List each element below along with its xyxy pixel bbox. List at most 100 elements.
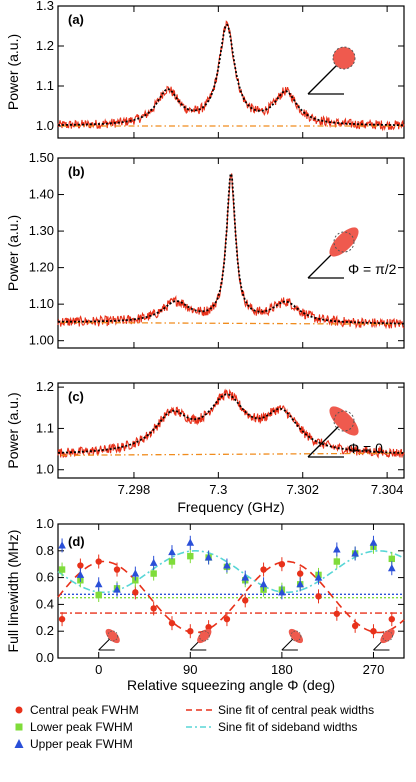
y-tick-label: 1.40 [29,187,54,202]
x-tick-label: 7.3 [209,482,227,497]
legend-marker [15,706,23,714]
y-tick-label: 1.3 [36,0,54,13]
panel-b: 1.00 1.10 1.20 1.30 1.40 1.50 Power (a.u.) (b) Φ… [5,150,405,349]
y-tick-label: 1.20 [29,260,54,275]
data-point [113,566,121,573]
inset-state [332,46,356,70]
data-point [150,605,157,612]
data-point [58,541,66,549]
fit-curve [57,23,404,127]
data-point [223,615,231,623]
inset-phase-space: Φ = π/2 [307,227,397,279]
inset-icon [281,628,303,651]
data-point [58,566,66,573]
fit-curve [58,393,405,454]
legend-marker [15,723,23,731]
data-point [388,555,395,563]
y-axis-label: Power (a.u.) [5,392,21,468]
data-trace [57,173,405,330]
inset-icon [189,628,212,651]
y-tick-label: 0.0 [36,650,54,665]
fit-curve [58,171,404,325]
x-tick-label: 90 [183,662,197,677]
background-line [60,321,402,325]
panel-a: 1.0 1.1 1.2 1.3 Power (a.u.) (a) [5,0,405,139]
inset-state [329,227,359,257]
sine-fit-line [57,549,405,594]
y-tick-label: 0.6 [36,570,54,585]
inset-annotation: Φ = π/2 [348,261,397,277]
y-tick-label: 1.10 [29,296,54,311]
y-tick-label: 1.0 [36,516,54,531]
legend-label: Lower peak FWHM [30,720,133,734]
y-tick-label: 1.0 [36,118,54,133]
data-point [186,538,195,546]
sine-fit-line [57,560,405,634]
data-point [297,570,304,577]
data-point [168,558,176,565]
panel-label: (d) [68,534,85,549]
data-point [333,610,341,617]
legend-item: Lower peak FWHM [15,720,133,734]
data-point [150,570,157,577]
inset-vacuum [382,630,393,642]
x-tick-label: 7.298 [118,482,151,497]
data-point [351,622,359,630]
data-point [369,538,378,546]
background-line [60,452,402,456]
y-tick-label: 1.00 [29,333,54,348]
x-tick-label: 0 [95,662,102,677]
inset-icon [98,628,120,651]
y-tick-label: 1.2 [36,38,54,53]
inset-vacuum [333,410,355,432]
y-tick-label: 1.50 [29,150,54,165]
panel-label: (a) [68,12,84,27]
data-point [278,588,286,596]
legend-label: Sine fit of central peak widths [218,703,374,717]
data-point [187,552,194,560]
y-tick-label: 0.4 [36,596,54,611]
data-point [168,619,176,627]
y-tick-label: 0.2 [36,623,54,638]
data-point [315,593,322,600]
inset-phase-space: Φ = 0 [307,406,383,458]
inset-phase-space [307,46,356,95]
y-tick-label: 1.2 [36,379,54,394]
legend-item: Sine fit of sideband widths [186,720,357,734]
panel-label: (c) [68,389,84,404]
data-trace [57,20,405,132]
y-axis-label: Power (a.u.) [5,215,21,291]
legend-item: Upper peak FWHM [14,737,133,751]
inset-vacuum [107,630,119,642]
legend-label: Upper peak FWHM [30,737,133,751]
data-point [94,580,103,588]
plot-frame [57,382,405,479]
data-point [95,591,102,599]
data-point [387,564,396,572]
legend-label: Central peak FWHM [30,703,139,717]
data-point [370,628,377,635]
data-point [333,558,341,565]
y-tick-label: 1.1 [36,78,54,93]
x-tick-label: 7.302 [286,482,319,497]
data-point [77,562,84,569]
data-point [187,628,194,635]
data-point [204,553,213,561]
y-tick-label: 1.30 [29,223,54,238]
inset-vacuum [198,630,210,642]
y-tick-label: 1.1 [36,420,54,435]
inset-annotation: Φ = 0 [348,440,383,456]
legend-marker [14,739,24,748]
plot-frame [57,5,405,139]
inset-icon [373,628,395,651]
data-point [314,573,323,581]
x-tick-label: 7.304 [371,482,404,497]
data-point [113,585,121,593]
data-point [95,558,102,565]
inset-vacuum [290,630,302,642]
x-axis-label: Relative squeezing angle Φ (deg) [127,677,335,693]
data-point [388,615,395,623]
panel-c: 1.0 1.1 1.2 7.298 7.3 7.302 7.304 Power (a.u.) F… [5,379,405,515]
data-point [76,570,85,578]
panel-d: 0.0 0.2 0.4 0.6 0.8 1.0 0 90 180 270 Full linewidt… [5,516,405,693]
